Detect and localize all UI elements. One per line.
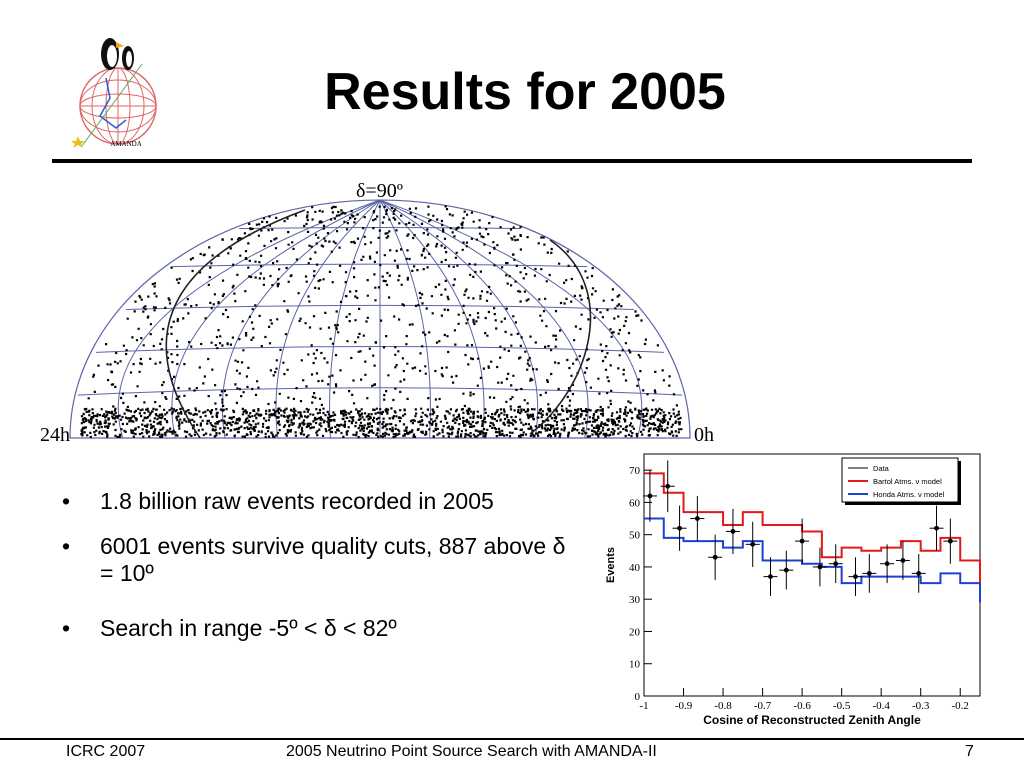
sky-map-grid: [69, 199, 691, 439]
bullet-marker: •: [62, 615, 71, 641]
footer-divider: [0, 738, 1024, 740]
slide-title: Results for 2005: [324, 63, 726, 121]
title-divider: [52, 159, 972, 163]
bullet-item: • Search in range -5º < δ < 82º: [62, 615, 582, 642]
sky-map-meridian: [221, 199, 381, 439]
data-point: [895, 541, 910, 580]
data-point: [690, 495, 705, 542]
sky-map-right-label: 0h: [694, 424, 714, 446]
amanda-logo: AMANDA: [71, 38, 157, 148]
data-point: [943, 518, 958, 564]
y-tick-label: 70: [629, 465, 641, 477]
x-tick-label: -0.6: [793, 700, 811, 712]
data-point: [779, 550, 794, 590]
footer-title: 2005 Neutrino Point Source Search with A…: [286, 743, 657, 760]
x-tick-label: -0.2: [952, 700, 969, 712]
star-icon: [71, 136, 85, 148]
y-axis-label: Events: [605, 547, 617, 583]
y-tick-label: 0: [635, 691, 641, 703]
sky-map: [69, 199, 691, 439]
bartol-model-histogram: [644, 472, 981, 584]
x-axis-label: Cosine of Reconstructed Zenith Angle: [703, 713, 921, 727]
data-point: [725, 508, 740, 555]
logo-text: AMANDA: [110, 140, 142, 148]
honda-model-histogram: [644, 517, 981, 603]
footer-page-number: 7: [965, 743, 974, 760]
bullet-item: • 1.8 billion raw events recorded in 2005: [62, 488, 582, 515]
legend-label: Data: [873, 464, 890, 473]
x-tick-label: -0.9: [675, 700, 693, 712]
y-tick-label: 30: [629, 594, 641, 606]
sky-map-meridian: [275, 199, 381, 439]
sky-map-meridian: [379, 199, 431, 439]
sky-map-event-dots: [80, 205, 683, 439]
y-tick-label: 40: [629, 562, 641, 574]
x-tick-label: -0.5: [833, 700, 851, 712]
bullet-text: Search in range -5º < δ < 82º: [100, 615, 397, 641]
data-point: [828, 544, 843, 584]
data-point: [642, 470, 657, 522]
sky-map-events: [80, 205, 683, 439]
bullet-marker: •: [62, 488, 71, 514]
sky-map-meridian: [379, 199, 589, 439]
data-point: [795, 518, 810, 564]
data-point: [763, 557, 778, 596]
globe-icon: [79, 63, 157, 147]
sky-map-top-label: δ=90º: [356, 180, 403, 202]
footer-conference: ICRC 2007: [66, 743, 146, 760]
x-tick-label: -0.4: [872, 700, 890, 712]
data-point: [660, 460, 675, 513]
sky-map-meridian: [117, 199, 381, 439]
x-tick-label: -0.3: [912, 700, 930, 712]
bullet-marker: •: [62, 533, 71, 559]
data-point: [812, 547, 827, 587]
y-tick-label: 10: [629, 659, 641, 671]
y-tick-label: 60: [629, 497, 641, 509]
sky-map-meridian: [379, 199, 539, 439]
bullet-list: • 1.8 billion raw events recorded in 2005…: [62, 488, 582, 660]
x-tick-label: -0.8: [714, 700, 732, 712]
x-tick-label: -1: [639, 700, 648, 712]
sky-map-meridian: [329, 199, 381, 439]
data-point: [929, 505, 944, 551]
bullet-item: • 6001 events survive quality cuts, 887 a…: [62, 533, 582, 587]
data-point: [745, 521, 760, 567]
chart-legend: Data Bartol Atms. ν model Honda Atms. ν mo…: [841, 457, 961, 505]
legend-label: Bartol Atms. ν model: [873, 477, 942, 486]
y-tick-label: 50: [629, 530, 641, 542]
data-point: [708, 534, 723, 580]
data-point: [911, 554, 926, 593]
zenith-histogram-chart: 0 10 20 30 40 50 60 70 -1 -0.9 -0.8 -0.7 -0.6 -0.5 -0.…: [605, 453, 981, 727]
sky-map-meridian: [171, 199, 381, 439]
legend-label: Honda Atms. ν model: [873, 490, 945, 499]
penguin-icon: [101, 38, 134, 70]
bullet-text: 1.8 billion raw events recorded in 2005: [100, 488, 494, 514]
galactic-plane-curve: [165, 209, 592, 439]
data-point: [862, 554, 877, 593]
data-point: [848, 557, 863, 596]
y-tick-label: 20: [629, 626, 641, 638]
x-tick-label: -0.7: [754, 700, 772, 712]
data-point: [672, 505, 687, 551]
data-point: [880, 544, 895, 584]
sky-map-left-label: 24h: [40, 424, 70, 446]
sky-map-meridian: [379, 199, 643, 439]
bullet-text: 6001 events survive quality cuts, 887 ab…: [100, 533, 566, 586]
